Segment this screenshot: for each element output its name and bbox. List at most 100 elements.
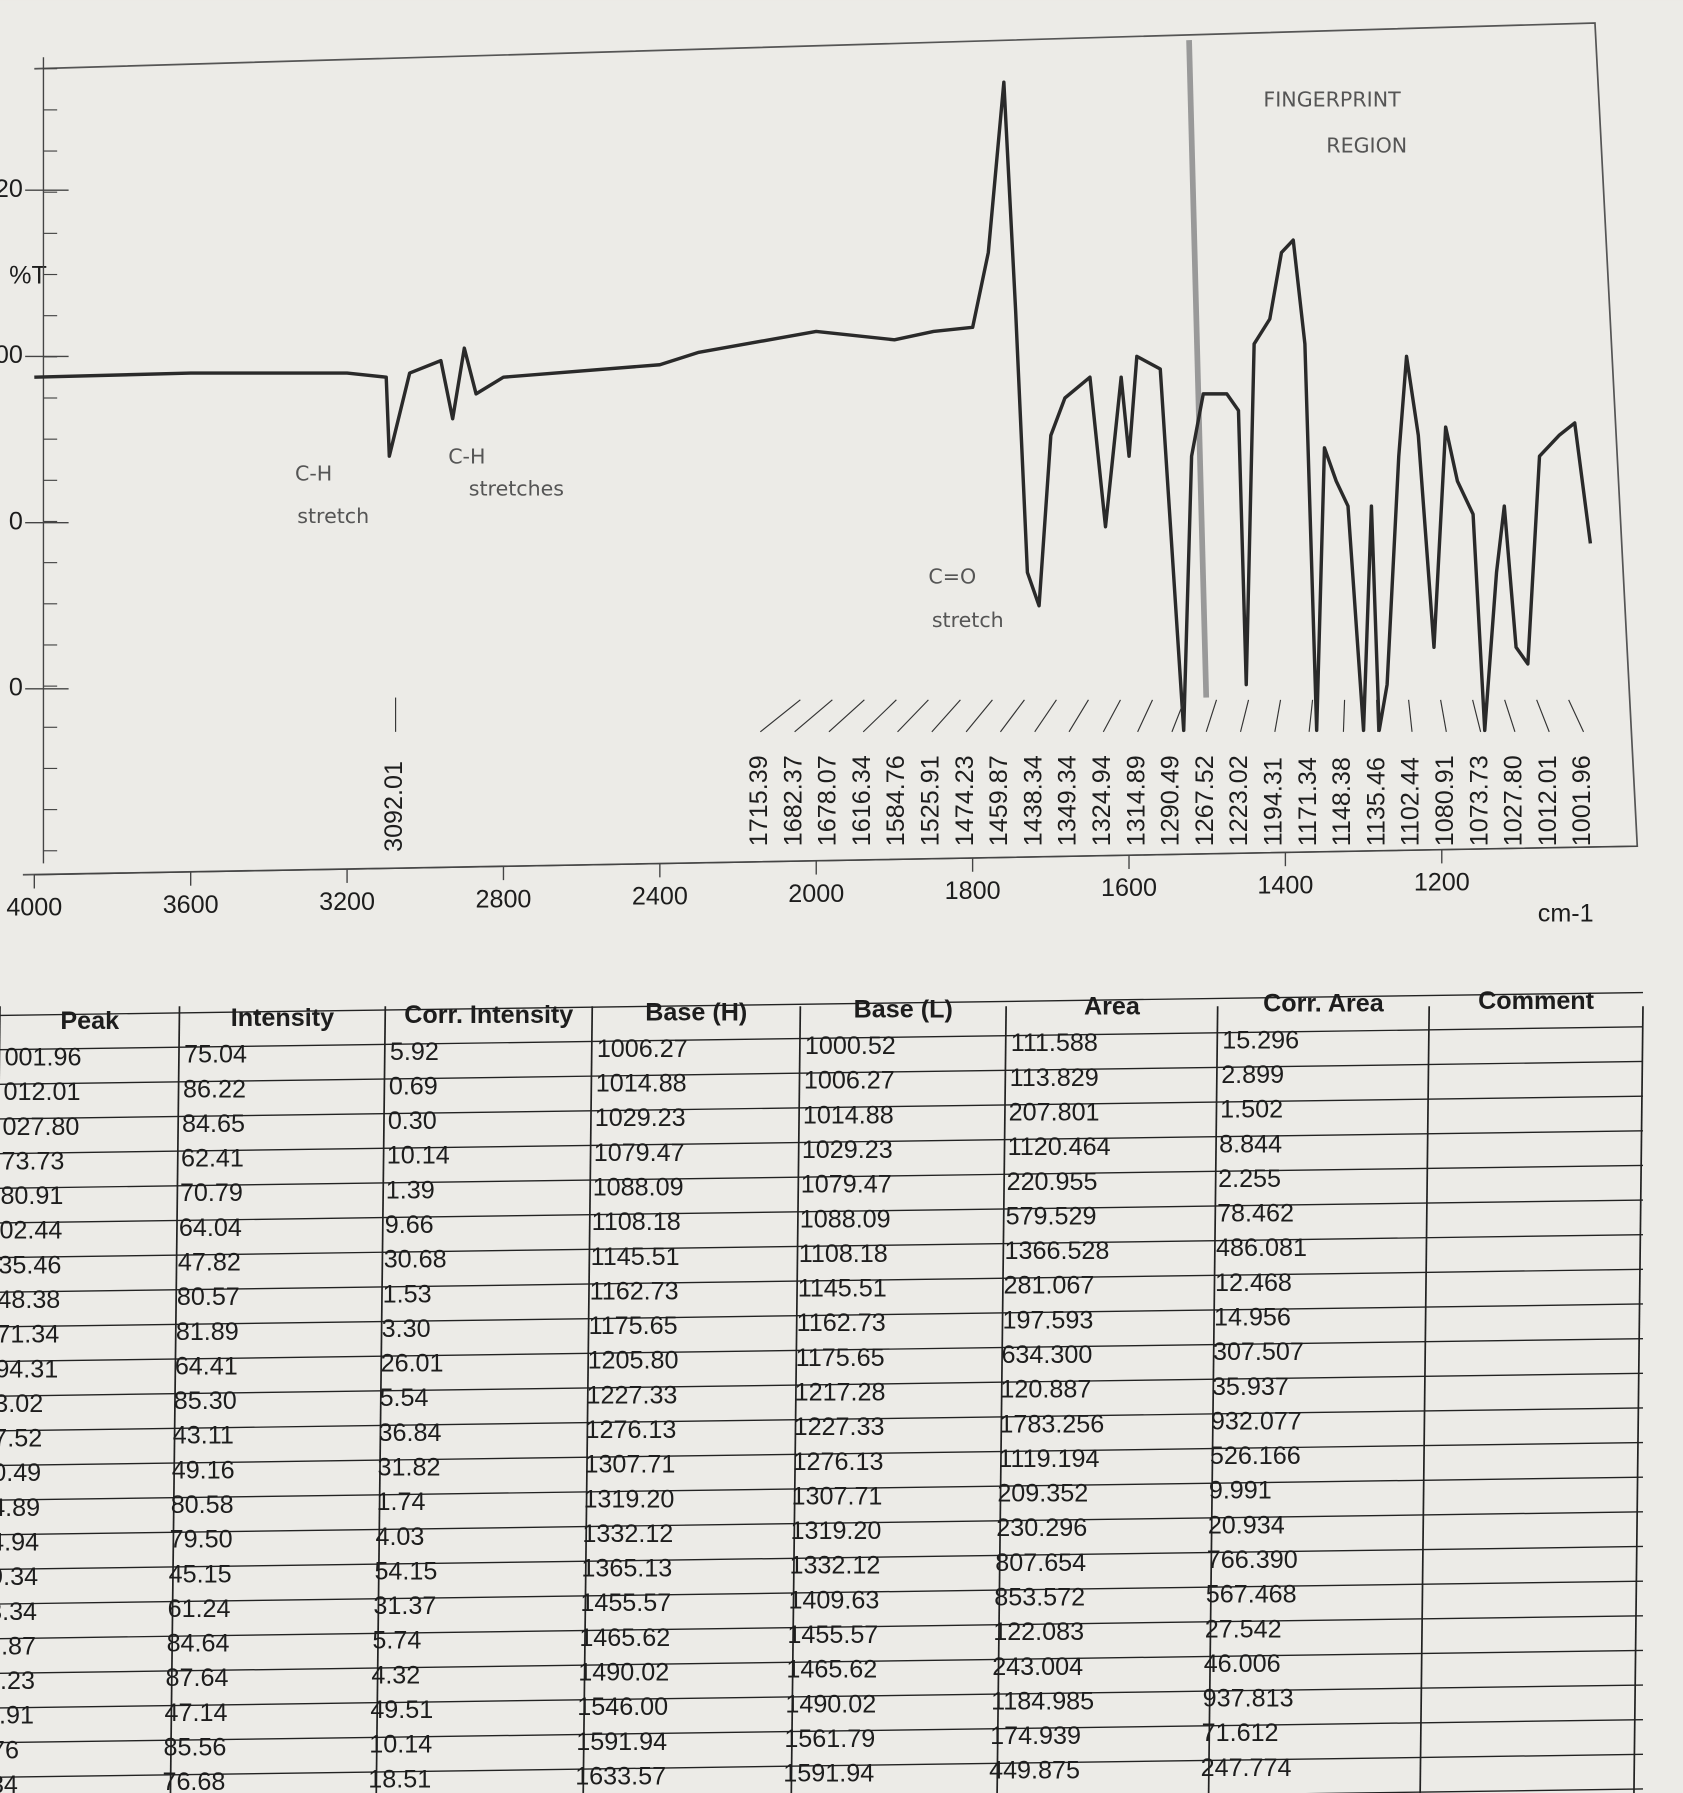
table-cell: 1561.79 (784, 1725, 875, 1753)
annotation: FINGERPRINT (1263, 88, 1401, 112)
peak-leader (1171, 699, 1186, 733)
table-rule (0, 1268, 1643, 1293)
x-tick-label: 4000 (6, 894, 62, 922)
table-cell: 1029.23 (595, 1104, 686, 1132)
table-cell: 1014.88 (803, 1101, 894, 1129)
table-cell: 1175.65 (796, 1344, 885, 1372)
peak-label: 1715.39 (745, 755, 773, 846)
table-rule (169, 1006, 181, 1793)
table-rule (0, 1511, 1643, 1536)
table-rule (0, 1407, 1643, 1432)
table-cell: 230.296 (996, 1514, 1087, 1542)
table-cell: 70.79 (180, 1179, 243, 1207)
table-cell: 9.34 (0, 1563, 38, 1591)
table-cell: 14.956 (1214, 1303, 1291, 1331)
table-rule (0, 1337, 1643, 1363)
peak-leader (1440, 699, 1447, 732)
table-header: Comment (1478, 987, 1595, 1015)
x-tick-label: 3600 (163, 891, 219, 919)
annotation: stretch (297, 504, 369, 528)
table-rule (0, 1615, 1643, 1640)
table-cell: 1490.02 (578, 1658, 669, 1686)
table-cell: 1029.23 (802, 1136, 893, 1164)
table-cell: 64.41 (175, 1352, 238, 1380)
table-cell: 937.813 (1203, 1685, 1294, 1713)
table-cell: 84.64 (167, 1630, 230, 1658)
table-cell: 027.80 (3, 1113, 80, 1141)
peak-leader (862, 699, 897, 733)
spectrum-line (34, 80, 1593, 733)
table-rule (0, 1199, 1643, 1224)
table-cell: 1319.20 (583, 1485, 674, 1513)
table-rule (0, 1545, 1643, 1571)
table-cell: 1465.62 (579, 1624, 670, 1652)
table-cell: 85.56 (163, 1734, 226, 1762)
table-cell: 78.462 (1217, 1200, 1294, 1228)
table-cell: 49.16 (172, 1456, 235, 1484)
table-cell: 1120.464 (1008, 1133, 1111, 1161)
table-cell: 1227.33 (794, 1413, 885, 1441)
table-rule (0, 1441, 1643, 1467)
table-cell: 209.352 (997, 1480, 1088, 1508)
table-cell: 64.04 (179, 1214, 242, 1242)
x-tick-label: 3200 (319, 888, 375, 916)
table-cell: 1014.88 (596, 1070, 687, 1098)
table-cell: 853.572 (994, 1583, 1085, 1611)
table-cell: 1.39 (386, 1176, 435, 1204)
table-cell: 79.50 (170, 1526, 233, 1554)
table-header: Corr. Intensity (404, 1001, 573, 1029)
peak-leader (1472, 699, 1482, 732)
peak-label: 1474.23 (951, 755, 979, 846)
table-cell: 220.955 (1007, 1168, 1098, 1196)
table-rule (0, 1095, 1643, 1120)
table-cell: 807.654 (995, 1549, 1086, 1577)
table-cell: 1546.00 (577, 1693, 668, 1721)
peak-leader (1408, 699, 1413, 732)
table-rule (375, 1006, 387, 1793)
table-cell: 3.34 (0, 1598, 37, 1626)
annotation: C=O (928, 565, 976, 589)
peak-leader (1568, 699, 1585, 733)
table-cell: .34 (0, 1771, 18, 1793)
peak-label: 1027.80 (1500, 755, 1528, 846)
table-cell: 3.02 (0, 1390, 43, 1418)
table-cell: 3.30 (382, 1315, 431, 1343)
x-tick-label: 1800 (945, 877, 1001, 905)
table-cell: 46.006 (1204, 1650, 1281, 1678)
table-cell: 71.34 (0, 1321, 59, 1349)
peak-leader (1308, 699, 1314, 732)
table-cell: 5.91 (0, 1702, 34, 1730)
table-cell: 1591.94 (576, 1728, 667, 1756)
table-cell: 35.937 (1212, 1373, 1289, 1401)
peak-leader (759, 699, 801, 733)
table-header: Intensity (231, 1004, 334, 1032)
table-cell: 26.01 (381, 1350, 444, 1378)
table-cell: 1490.02 (785, 1690, 876, 1718)
table-rule (0, 1130, 1643, 1155)
table-cell: 1366.528 (1005, 1237, 1110, 1265)
table-cell: 113.829 (1010, 1064, 1099, 1092)
peak-leader (1536, 699, 1550, 733)
x-tick-label: 2400 (632, 883, 688, 911)
x-axis (34, 845, 1638, 876)
table-cell: 012.01 (4, 1078, 81, 1106)
table-cell: 71.612 (1202, 1719, 1279, 1747)
peak-leader (828, 699, 865, 733)
table-cell: 1276.13 (793, 1448, 884, 1476)
table-cell: 4.89 (0, 1494, 40, 1522)
table-cell: 2.255 (1218, 1165, 1281, 1193)
table-cell: 207.801 (1009, 1098, 1100, 1126)
peak-label: 1012.01 (1534, 755, 1562, 846)
table-cell: 20.934 (1208, 1511, 1285, 1539)
table-cell: 1119.194 (998, 1445, 1099, 1473)
table-cell: 4.03 (375, 1523, 424, 1551)
table-cell: 49.51 (370, 1696, 433, 1724)
table-cell: 1217.28 (795, 1378, 886, 1406)
table-cell: 5.92 (390, 1038, 439, 1066)
x-tick-label: 2800 (475, 885, 531, 913)
table-cell: 4.32 (371, 1661, 420, 1689)
x-tick-label: 1600 (1101, 874, 1157, 902)
